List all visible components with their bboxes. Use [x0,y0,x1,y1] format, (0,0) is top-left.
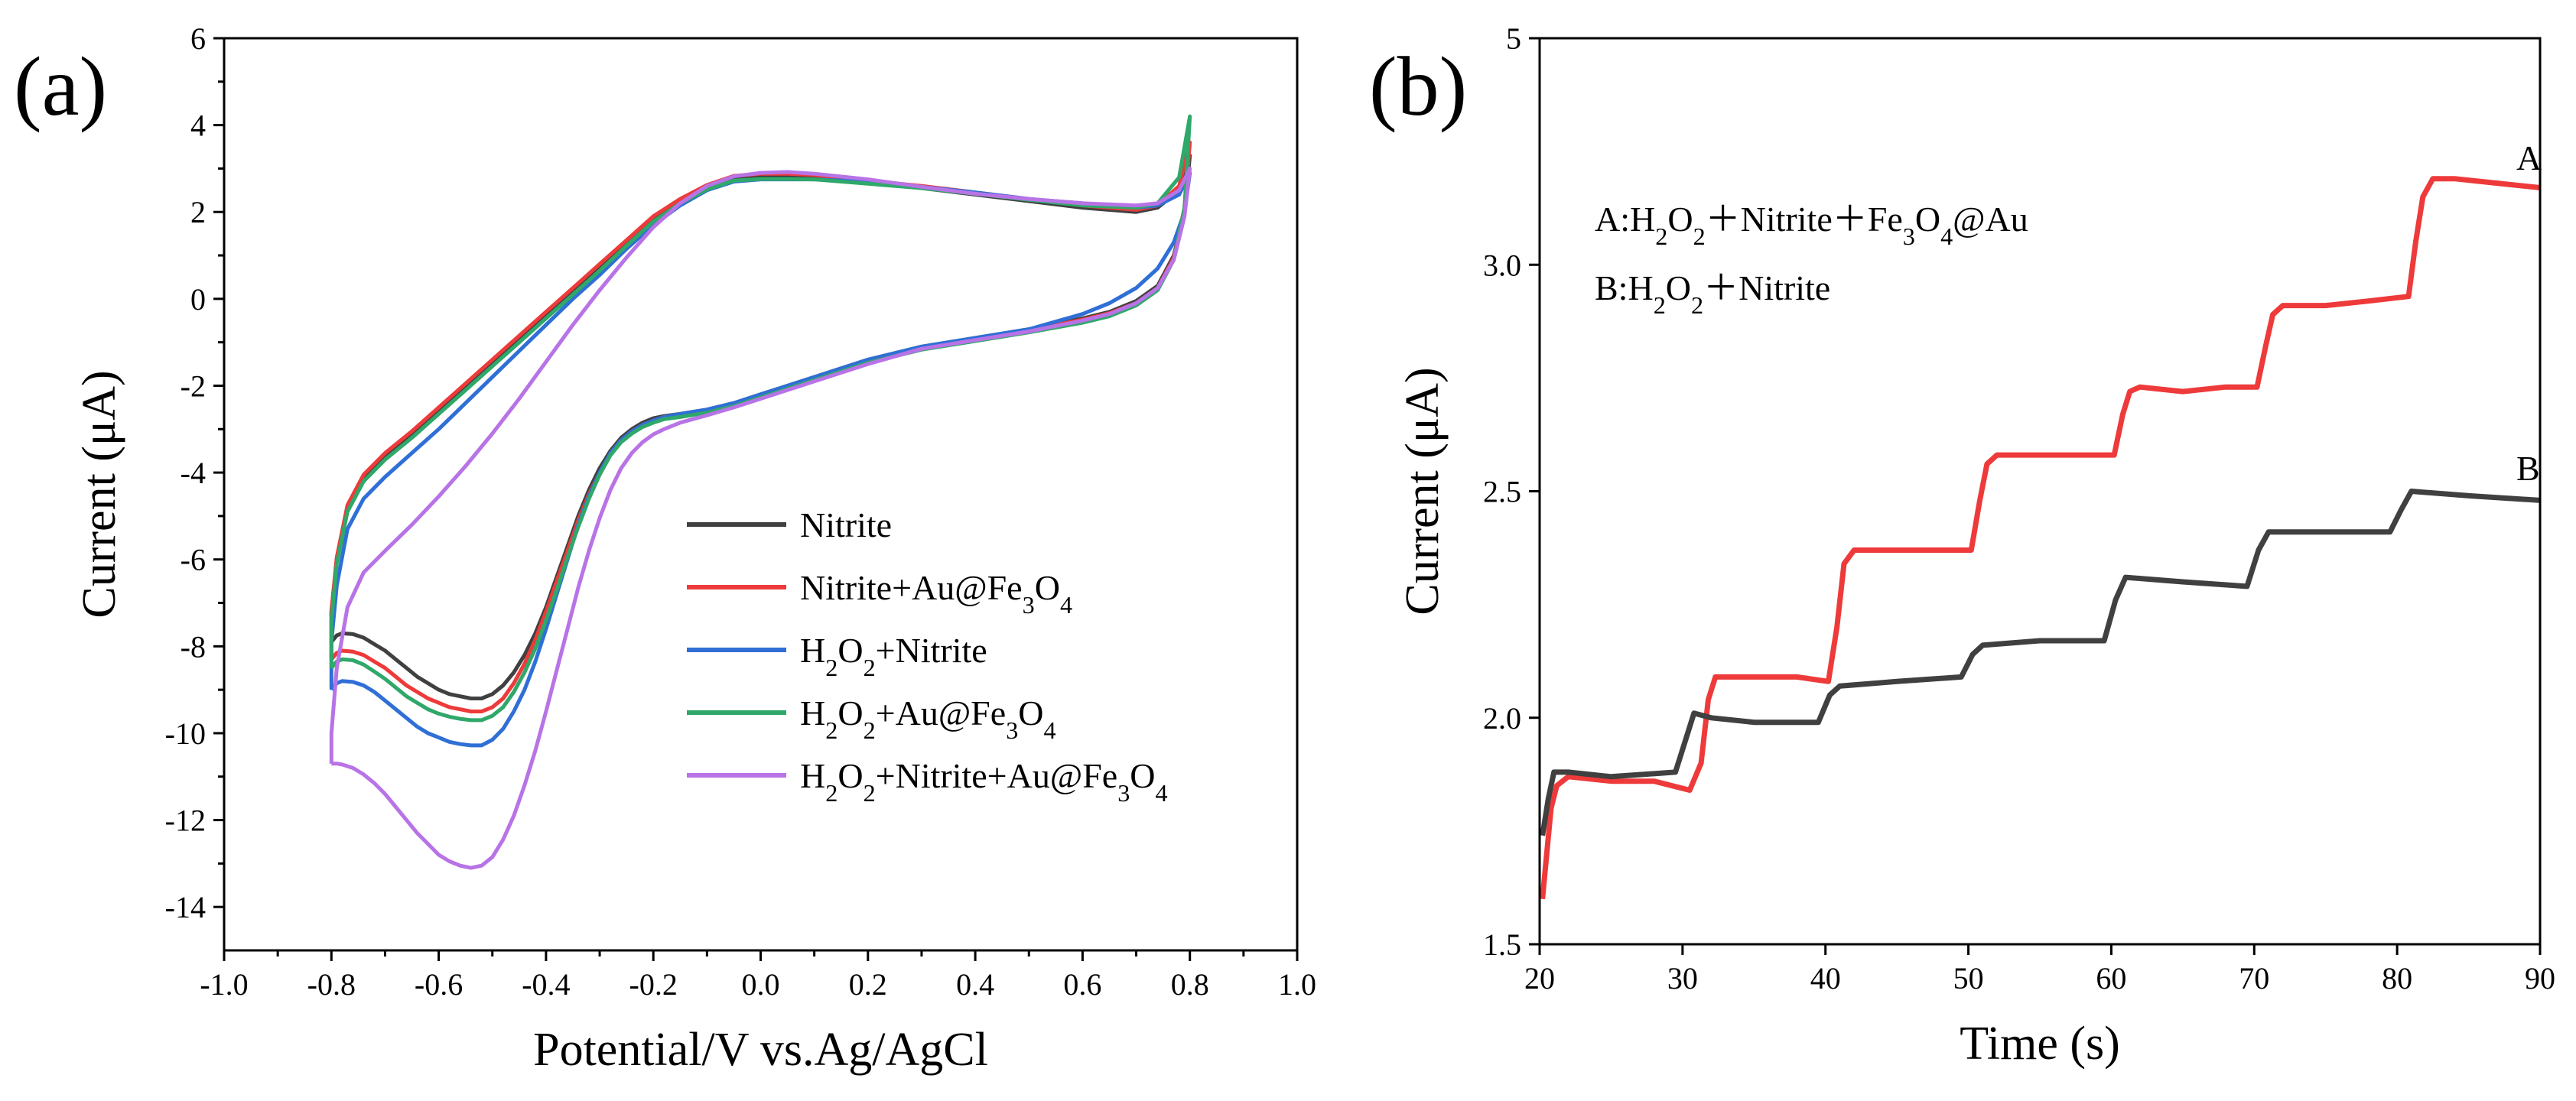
x-tick-label: 80 [2382,961,2412,995]
x-tick-label: 0.6 [1063,967,1101,1002]
y-tick-label: -8 [181,629,206,664]
annotation-text: A:H2O2＋Nitrite＋Fe3O4@Au [1595,200,2028,250]
x-tick-label: 90 [2525,961,2555,995]
x-tick-label: 20 [1524,961,1555,995]
y-tick-label: 2.0 [1483,701,1521,736]
y-tick-label: 2 [190,195,206,229]
series-line-1 [1540,176,2541,900]
x-tick-label: 1.0 [1278,967,1316,1002]
x-tick-label: 60 [2096,961,2126,995]
x-axis-label: Potential/V vs.Ag/AgCl [533,1024,988,1076]
panel-label: (b) [1369,40,1467,133]
x-tick-label: -1.0 [200,967,248,1002]
annotation-text: B:H2O2＋Nitrite [1595,268,1830,319]
y-tick-label: 6 [190,21,206,56]
x-tick-label: 40 [1810,961,1841,995]
y-axis-label: Current (μA) [73,370,125,618]
x-tick-label: 0.2 [849,967,887,1002]
y-tick-label: -2 [181,369,206,403]
y-tick-label: 5 [1506,21,1521,56]
series-line-2 [329,140,1192,713]
legend: Nitrite Nitrite+Au@Fe3O4 H2O2+Nitrite H2O2+… [687,505,1168,807]
y-tick-label: -10 [165,716,206,751]
y-tick-label: 0 [190,282,206,317]
y-tick-label: 4 [190,109,206,143]
y-tick-label: 2.5 [1483,475,1521,509]
y-axis-label: Current (μA) [1397,367,1449,615]
legend-entry: Nitrite+Au@Fe3O4 [800,568,1072,619]
x-tick-label: -0.4 [522,967,570,1002]
y-tick-label: -12 [165,804,206,838]
x-axis-label: Time (s) [1960,1018,2120,1070]
panel-a: (a) -1.0 -0.8 -0.6 -0.4 -0.2 0.0 0.2 0.4 0.6 0.8 1.… [14,21,1316,1076]
y-tick-label: 1.5 [1483,927,1521,962]
series-end-label: B [2516,449,2540,488]
legend-entry: H2O2+Nitrite [800,631,987,681]
x-tick-label: 70 [2239,961,2269,995]
x-tick-label: -0.6 [415,967,463,1002]
y-tick-label: -6 [181,543,206,577]
y-tick-label: -14 [165,890,206,924]
series-line-3 [329,171,1192,748]
series-line-5 [329,166,1192,870]
y-tick-label: 3.0 [1483,248,1521,282]
x-tick-label: -0.2 [629,967,678,1002]
legend-entry: Nitrite [800,505,892,544]
series-line-2 [1540,489,2541,836]
series-line-4 [329,114,1192,723]
x-tick-label: 0.8 [1171,967,1209,1002]
panel-b: (b) 20 30 40 50 60 70 80 90 1.5 2.0 2.5 3.0 5 Time (s)… [1369,21,2555,1070]
x-tick-label: 30 [1667,961,1698,995]
x-tick-label: 50 [1953,961,1984,995]
x-tick-label: 0.0 [742,967,780,1002]
x-tick-label: -0.8 [307,967,356,1002]
legend-entry: H2O2+Au@Fe3O4 [800,693,1056,744]
plot-frame [1538,37,2542,946]
y-tick-label: -4 [181,456,206,490]
panel-label: (a) [14,40,107,133]
x-tick-label: 0.4 [956,967,994,1002]
legend-entry: H2O2+Nitrite+Au@Fe3O4 [800,756,1168,807]
series-end-label: A [2516,138,2542,177]
